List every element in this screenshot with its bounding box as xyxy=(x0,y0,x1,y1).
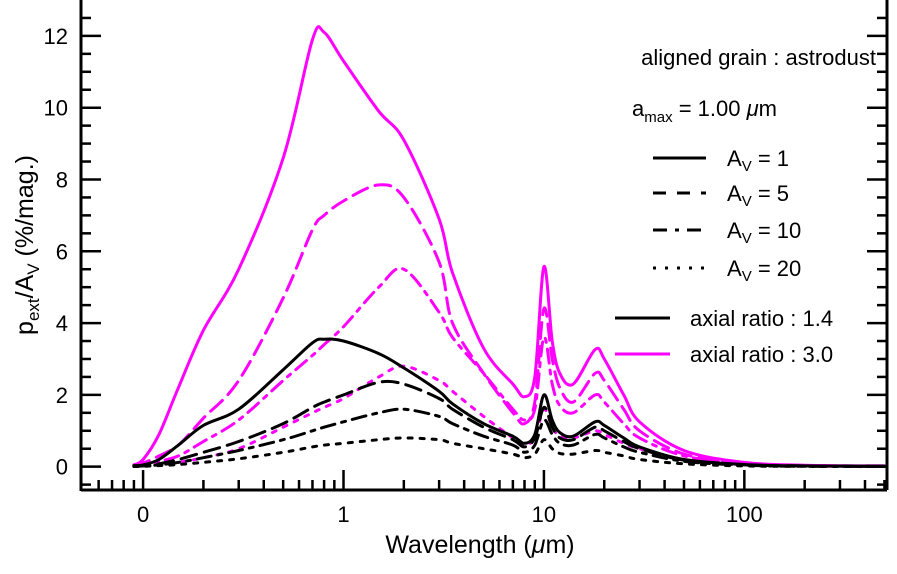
series-line-1 xyxy=(132,183,886,468)
legend-av-sub: V xyxy=(742,268,752,285)
legend-av-value: = 1 xyxy=(752,146,789,171)
legend-av-sub: V xyxy=(742,230,752,247)
y-axis-label: pext/AV (%/mag.) xyxy=(11,155,43,335)
y-tick-label: 6 xyxy=(56,239,68,264)
legend-label-av-0: AV = 1 xyxy=(727,146,789,175)
legend-label-axial-0: axial ratio : 1.4 xyxy=(690,306,833,331)
legend-av-a: A xyxy=(727,256,742,281)
x-tick-label: 0 xyxy=(137,502,149,527)
series-line-2 xyxy=(132,266,886,468)
legend-av-value: = 20 xyxy=(752,256,802,281)
axes: 0 2 4 6 8 10 12 0 1 10 100 xyxy=(44,0,889,527)
legend-label-av-1: AV = 5 xyxy=(727,181,789,210)
legend-av-a: A xyxy=(727,218,742,243)
series-layer xyxy=(132,25,886,468)
y-tick-label: 0 xyxy=(56,455,68,480)
series-line-6 xyxy=(132,407,886,468)
y-tick-label: 4 xyxy=(56,311,68,336)
legend-label-av-2: AV = 10 xyxy=(727,218,801,247)
annotation-amax: amax = 1.00 μm xyxy=(632,96,777,126)
y-tick-label: 10 xyxy=(44,96,68,121)
legend-av-sub: V xyxy=(742,158,752,175)
legend-av-a: A xyxy=(727,181,742,206)
x-tick-label: 10 xyxy=(532,502,556,527)
x-tick-label: 100 xyxy=(726,502,763,527)
legend-label-av-3: AV = 20 xyxy=(727,256,801,285)
x-tick-label: 1 xyxy=(337,502,349,527)
y-tick-label: 2 xyxy=(56,383,68,408)
series-line-0 xyxy=(132,25,886,468)
series-line-7 xyxy=(132,436,886,468)
x-axis-label: Wavelength (μm) xyxy=(385,531,574,559)
series-line-4 xyxy=(132,337,886,468)
series-line-5 xyxy=(132,379,886,468)
legend-av-value: = 5 xyxy=(752,181,789,206)
y-tick-label: 8 xyxy=(56,167,68,192)
legend-av-value: = 10 xyxy=(752,218,802,243)
legend-av-sub: V xyxy=(742,193,752,210)
series-line-3 xyxy=(132,364,886,468)
legend-label-axial-1: axial ratio : 3.0 xyxy=(690,342,833,367)
y-tick-label: 12 xyxy=(44,24,68,49)
annotation-grain: aligned grain : astrodust xyxy=(641,45,876,70)
legend-av-a: A xyxy=(727,146,742,171)
